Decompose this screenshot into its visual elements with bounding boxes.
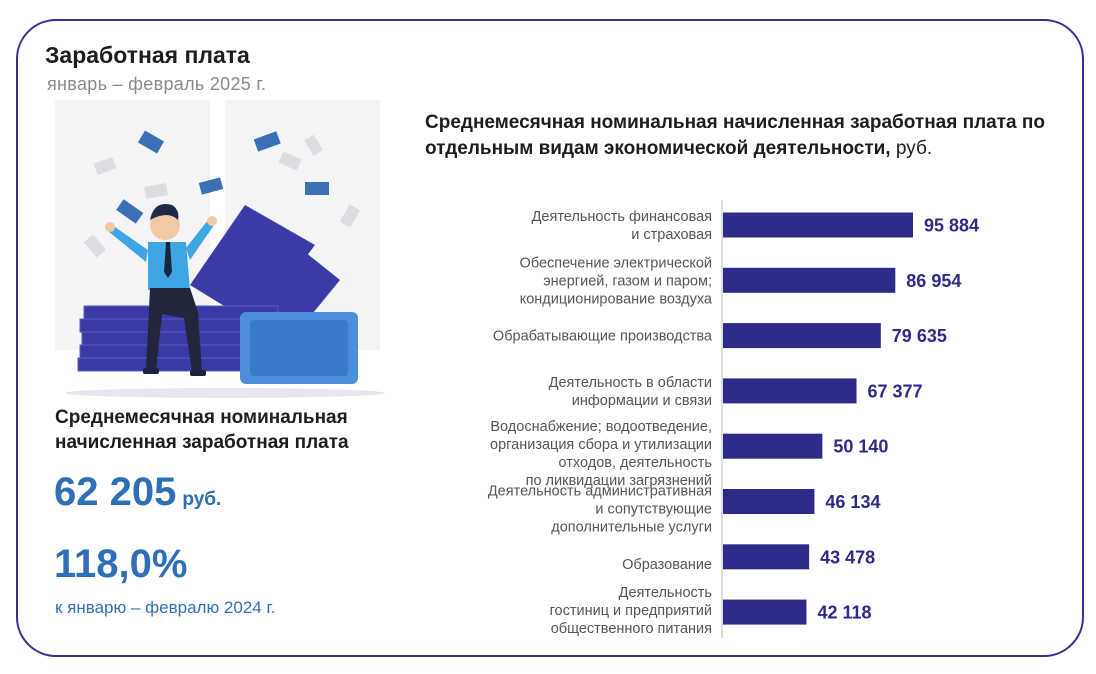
category-label: Деятельность гостиниц и предприятий общест…	[550, 585, 712, 637]
bar-value-label: 67 377	[868, 381, 923, 401]
category-label: Деятельность в области информации и связи	[549, 375, 712, 409]
kpi-unit: руб.	[182, 489, 222, 510]
category-label-line: гостиниц и предприятий	[550, 603, 712, 619]
bar-value-label: 46 134	[825, 492, 880, 512]
bar-value-label: 42 118	[817, 603, 871, 623]
bar	[723, 267, 896, 293]
category-label-line: Водоснабжение; водоотведение,	[490, 419, 712, 435]
category-label-line: Деятельность финансовая	[532, 209, 712, 225]
bar-value-label: 43 478	[820, 547, 875, 567]
category-label: Водоснабжение; водоотведение, организация…	[490, 419, 712, 489]
bar-value-label: 95 884	[924, 216, 979, 236]
category-label-line: Обрабатывающие производства	[493, 329, 713, 345]
category-label-line: информации и связи	[572, 393, 712, 409]
bar-value-label: 79 635	[892, 326, 947, 346]
kpi-percent-note: к январю – февралю 2024 г.	[55, 598, 276, 617]
bar-value-label: 86 954	[906, 271, 961, 291]
bar	[723, 323, 881, 349]
kpi-percent: 118,0%	[54, 542, 188, 586]
category-label-line: отходов, деятельность	[559, 455, 712, 471]
kpi-value: 62 205 руб.	[54, 470, 221, 515]
category-label-line: и сопутствующие	[595, 502, 712, 518]
money-illustration	[55, 100, 385, 398]
bar	[723, 212, 913, 238]
category-label-line: и страховая	[631, 227, 712, 243]
bar-value-label: 50 140	[833, 437, 888, 457]
chart-title-main: Среднемесячная номинальная начисленная з…	[425, 112, 1045, 159]
kpi-label: Среднемесячная номинальная начисленная з…	[55, 407, 349, 453]
category-label: Образование	[622, 557, 712, 573]
category-label-line: дополнительные услуги	[551, 520, 712, 536]
category-label-line: Деятельность	[619, 585, 712, 601]
category-label-line: Деятельность административная	[488, 484, 712, 500]
category-label-line: Образование	[622, 557, 712, 573]
bar	[723, 378, 857, 404]
bar	[723, 599, 807, 625]
bar	[723, 489, 815, 514]
category-label-line: энергией, газом и паром;	[543, 273, 712, 289]
category-label-line: Деятельность в области	[549, 375, 712, 391]
category-label-line: кондиционирование воздуха	[520, 291, 713, 307]
kpi-number: 62 205	[54, 470, 177, 514]
category-label-line: по ликвидации загрязнений	[526, 473, 712, 489]
category-label-line: общественного питания	[551, 621, 712, 637]
chart-title: Среднемесячная номинальная начисленная з…	[425, 110, 1075, 162]
category-label: Деятельность финансовая и страховая	[532, 209, 712, 243]
chart-title-unit: руб.	[895, 138, 933, 159]
bar	[723, 433, 823, 459]
category-label-line: Обеспечение электрической	[520, 255, 712, 271]
category-label: Обрабатывающие производства	[493, 329, 713, 345]
page-title: Заработная плата	[45, 42, 250, 68]
category-label: Деятельность административная и сопутству…	[488, 484, 712, 536]
category-label: Обеспечение электрической энергией, газом…	[520, 255, 713, 307]
bar	[723, 544, 810, 570]
page-period: январь – февраль 2025 г.	[47, 74, 267, 94]
category-label-line: организация сбора и утилизации	[490, 437, 712, 453]
bar-chart: 95 884 Деятельность финансовая и страховая…	[488, 200, 979, 638]
